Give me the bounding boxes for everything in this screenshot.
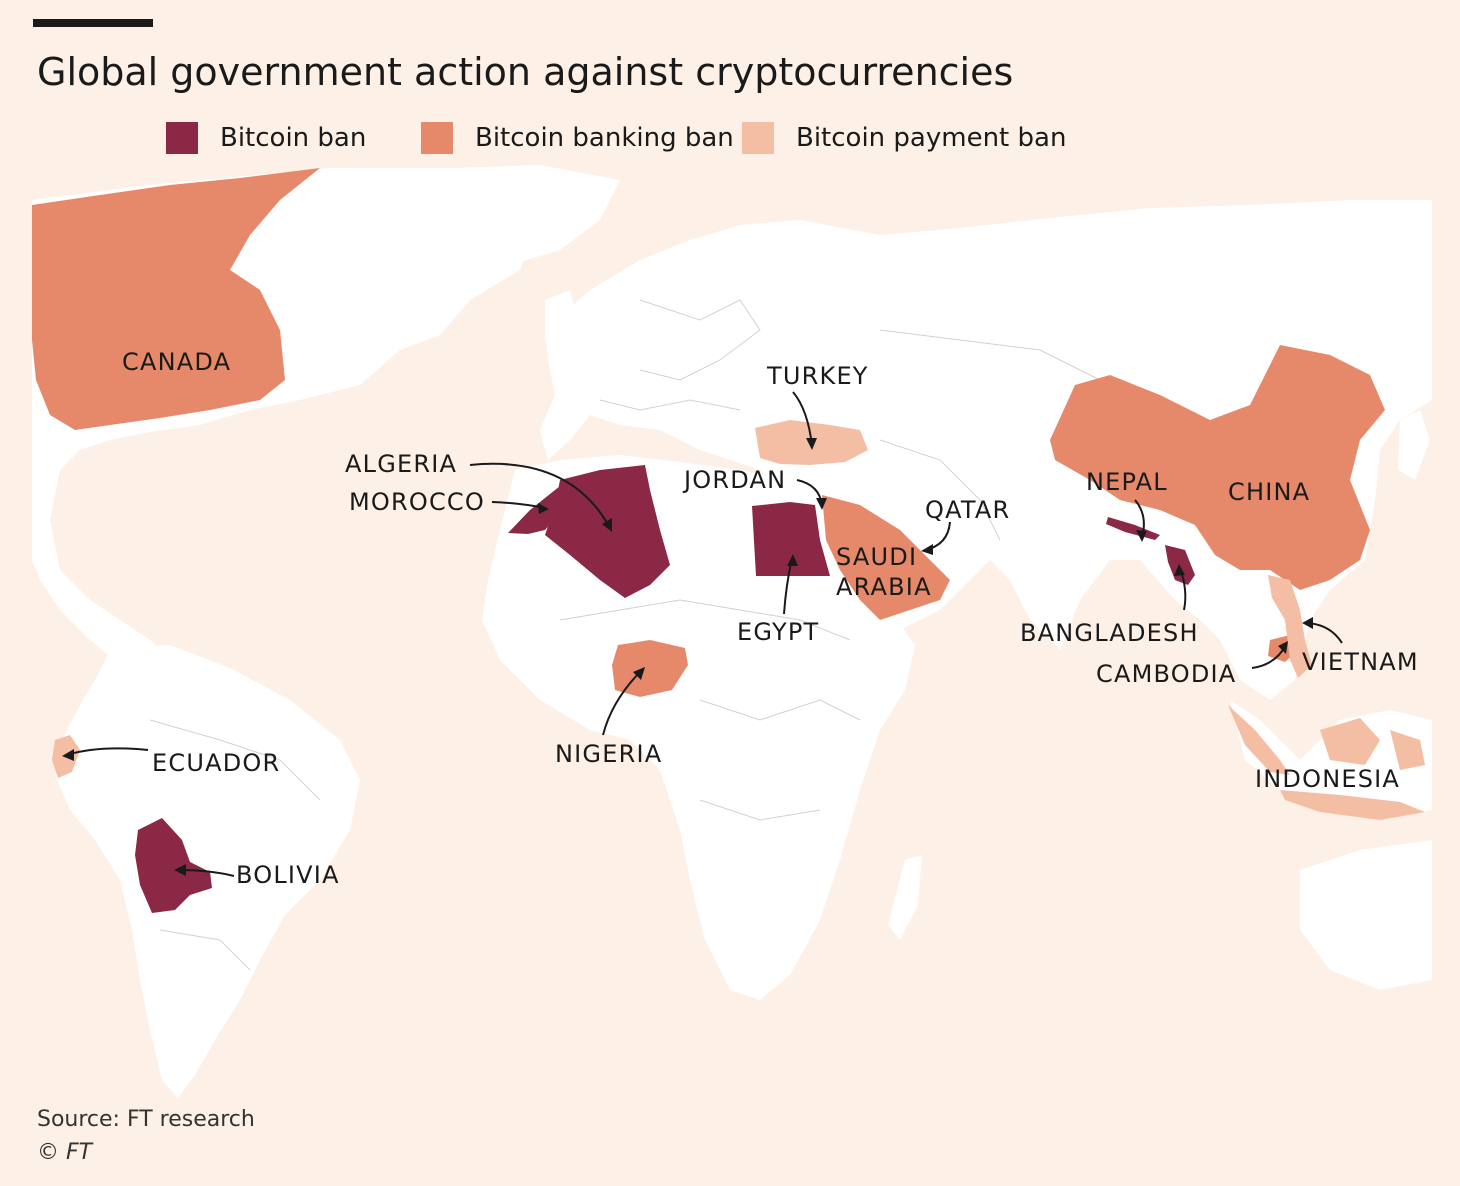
border [699, 699, 861, 721]
legend: Bitcoin ban Bitcoin banking ban Bitcoin … [0, 120, 1460, 156]
legend-label: Bitcoin banking ban [475, 123, 734, 153]
arrowhead [1136, 530, 1147, 542]
label-qatar: QATAR [925, 496, 1010, 524]
chart-title: Global government action against cryptoc… [37, 50, 1014, 94]
land-africa [482, 455, 915, 1000]
arrowhead [806, 438, 817, 450]
country-vietnam [1268, 575, 1312, 678]
land-japan [1398, 410, 1430, 480]
country-nepal [1106, 517, 1160, 540]
banking-ban-countries [32, 168, 1385, 697]
arrow-algeria [469, 462, 611, 529]
country-china [1050, 345, 1385, 590]
label-saudi-arabia-line2: ARABIA [836, 573, 932, 601]
label-nigeria: NIGERIA [555, 740, 662, 768]
country-labels: CANADA TURKEY ALGERIA MOROCCO JORDAN QAT… [122, 348, 1419, 889]
land-eurasia [540, 200, 1432, 700]
arrowhead [633, 667, 645, 680]
land-madagascar [888, 855, 922, 940]
legend-swatch-banking-ban [421, 122, 453, 154]
label-egypt: EGYPT [737, 618, 819, 646]
legend-item-banking-ban: Bitcoin banking ban [421, 120, 734, 156]
arrowhead [1174, 564, 1185, 576]
label-turkey: TURKEY [766, 362, 869, 390]
arrowhead [62, 749, 74, 761]
country-canada [32, 168, 320, 430]
arrowhead [174, 864, 186, 876]
country-algeria [545, 465, 670, 598]
country-egypt [752, 502, 830, 576]
country-saudi-arabia [822, 495, 950, 620]
label-bangladesh: BANGLADESH [1020, 619, 1199, 647]
ban-countries [135, 465, 1195, 913]
label-bolivia: BOLIVIA [236, 861, 340, 889]
border [699, 799, 821, 821]
label-china: CHINA [1228, 478, 1310, 506]
arrow-heads [62, 438, 1313, 876]
land-uk [545, 290, 580, 350]
arrowhead [538, 503, 549, 514]
legend-item-payment-ban: Bitcoin payment ban [742, 120, 1066, 156]
arrowhead [602, 518, 612, 532]
label-algeria: ALGERIA [345, 450, 457, 478]
border [559, 599, 851, 641]
legend-label: Bitcoin payment ban [796, 123, 1067, 153]
label-canada: CANADA [122, 348, 231, 376]
land-greenland [400, 165, 620, 262]
label-ecuador: ECUADOR [152, 749, 280, 777]
land-australia [1300, 840, 1432, 990]
country-borders [149, 299, 1101, 971]
legend-item-bitcoin-ban: Bitcoin ban [166, 120, 366, 156]
arrowhead [1302, 617, 1313, 629]
country-bangladesh [1165, 545, 1195, 585]
label-jordan: JORDAN [682, 466, 786, 494]
header-rule [33, 19, 153, 27]
country-indonesia [1228, 705, 1425, 820]
source-note: Source: FT research [37, 1107, 255, 1132]
border [639, 299, 761, 381]
world-map: CANADA TURKEY ALGERIA MOROCCO JORDAN QAT… [32, 165, 1432, 1098]
label-saudi-arabia-line1: SAUDI [836, 543, 917, 571]
label-indonesia: INDONESIA [1255, 765, 1400, 793]
arrowhead [787, 554, 798, 566]
arrowhead [921, 544, 933, 555]
label-vietnam: VIETNAM [1302, 648, 1419, 676]
label-morocco: MOROCCO [349, 488, 485, 516]
legend-swatch-ban [166, 122, 198, 154]
country-bolivia [135, 818, 212, 913]
border [599, 399, 741, 411]
border [879, 329, 1101, 381]
copyright-credit: © FT [37, 1140, 93, 1165]
legend-swatch-payment-ban [742, 122, 774, 154]
border [159, 929, 251, 971]
border [149, 719, 321, 801]
label-nepal: NEPAL [1086, 468, 1168, 496]
arrowhead [816, 498, 827, 510]
legend-label: Bitcoin ban [220, 123, 367, 153]
arrowhead [1278, 641, 1288, 654]
label-cambodia: CAMBODIA [1096, 660, 1236, 688]
border [879, 439, 1001, 541]
